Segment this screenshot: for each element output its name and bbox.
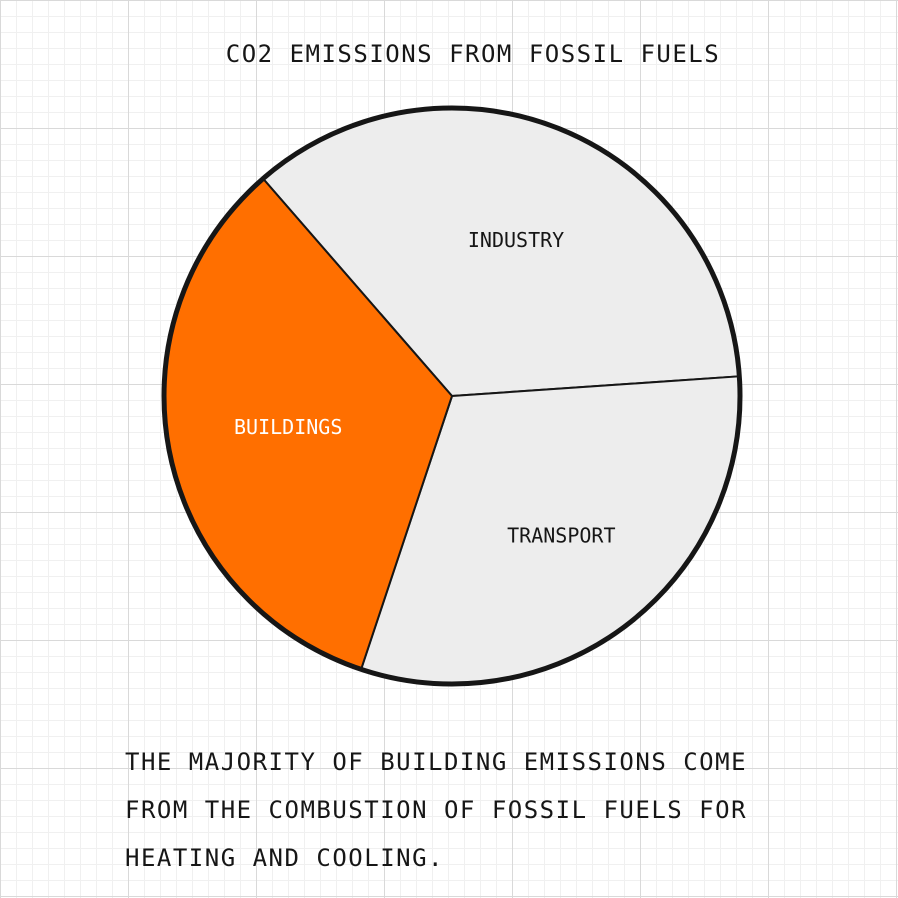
- pie-label-buildings: BUILDINGS: [234, 415, 342, 439]
- pie-slices: [163, 107, 741, 685]
- footnote-text: THE MAJORITY OF BUILDING EMISSIONS COME …: [125, 748, 748, 872]
- pie-label-industry: INDUSTRY: [468, 228, 564, 252]
- pie-outline: [161, 105, 743, 687]
- pie-labels: INDUSTRY TRANSPORT BUILDINGS: [234, 228, 616, 547]
- pie-label-transport: TRANSPORT: [507, 524, 615, 548]
- chart-title: CO2 EMISSIONS FROM FOSSIL FUELS: [225, 40, 721, 68]
